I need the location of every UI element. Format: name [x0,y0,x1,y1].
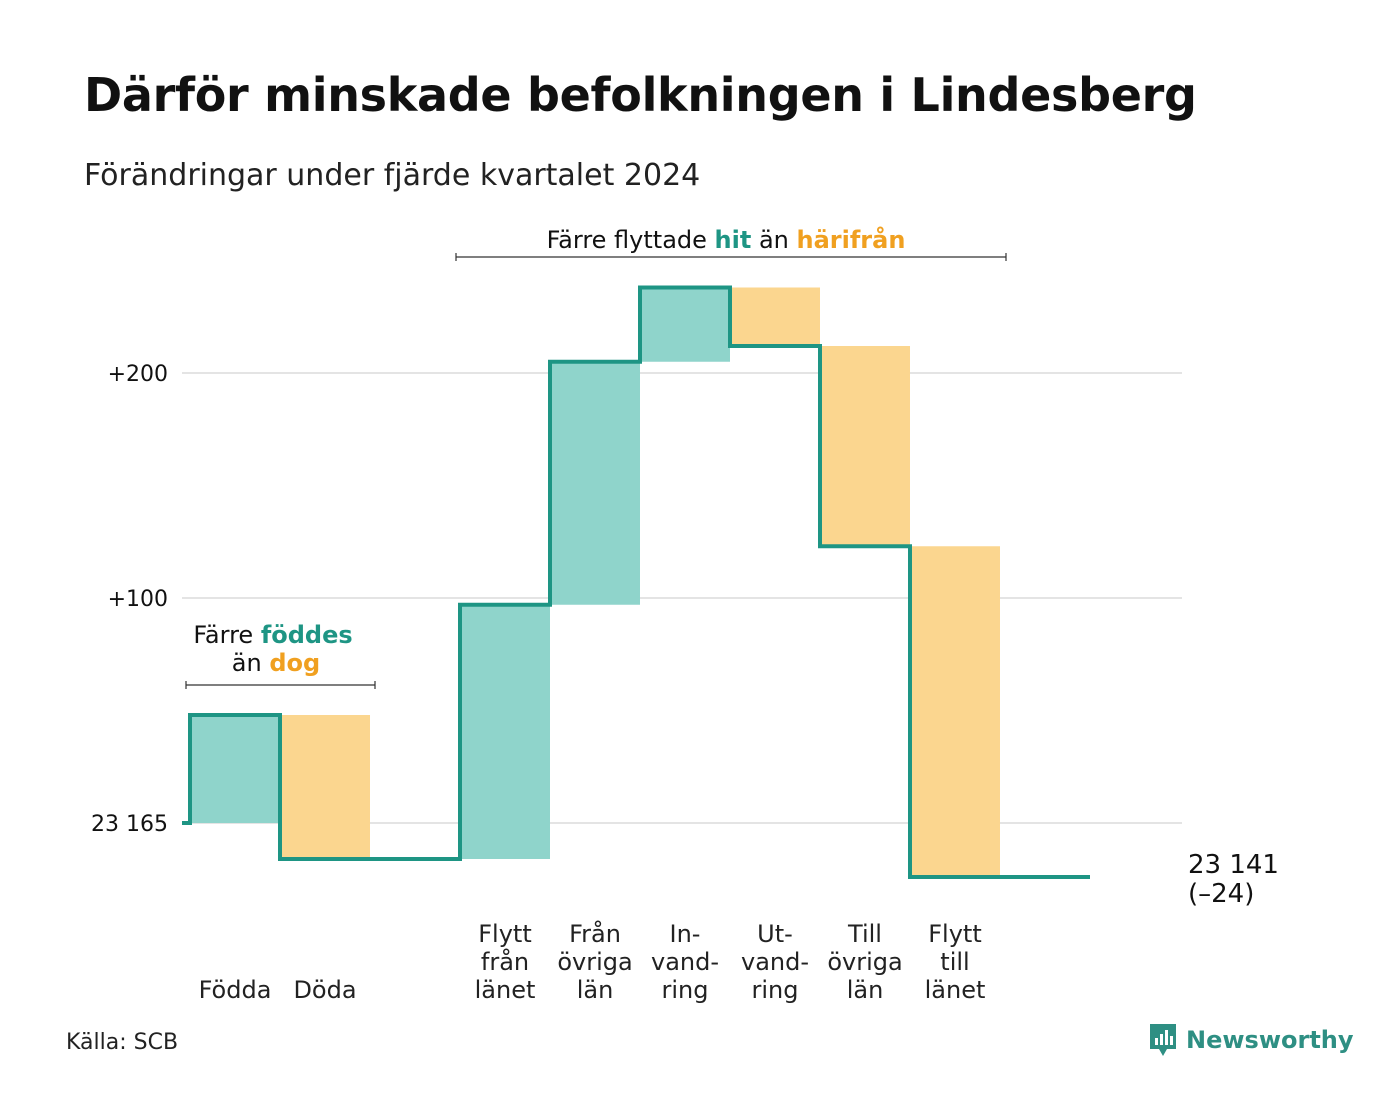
newsworthy-logo-text: Newsworthy [1186,1026,1354,1054]
category-label: övriga [827,948,902,976]
category-label: länet [925,976,986,1004]
end-change-label: (–24) [1188,879,1254,909]
waterfall-bar [820,346,910,547]
category-label: Födda [199,976,272,1004]
chart-title: Därför minskade befolkningen i Lindesber… [84,68,1197,122]
category-label: Flytt [478,920,532,948]
y-tick-label: +100 [108,587,168,612]
y-tick-label: 23 165 [91,812,168,837]
category-label: län [577,976,614,1004]
category-label: Flytt [928,920,982,948]
waterfall-bar [190,715,280,823]
category-label: till [940,948,969,976]
waterfall-bar [730,287,820,346]
category-label: län [847,976,884,1004]
end-value-label: 23 141 [1188,850,1279,880]
waterfall-bar [910,546,1000,877]
annotation-migration: Färre flyttade hit än härifrån [547,225,906,254]
newsworthy-logo: Newsworthy [1148,1022,1354,1058]
category-label: från [481,947,529,976]
category-label: ring [752,976,799,1004]
newsworthy-logo-icon [1150,1024,1176,1056]
category-label: Döda [293,976,356,1004]
category-label: Till [847,920,882,948]
annotation-births-line2: än dog [232,649,320,677]
waterfall-bar [280,715,370,859]
category-label: Från [569,919,621,948]
category-label: vand- [741,948,809,976]
waterfall-bar [640,287,730,362]
waterfall-bar [460,604,550,859]
category-label: länet [475,976,536,1004]
cumulative-step-line [182,285,1090,879]
category-label: övriga [557,948,632,976]
chart-subtitle: Förändringar under fjärde kvartalet 2024 [84,158,701,193]
y-tick-label: +200 [108,362,168,387]
source-note: Källa: SCB [66,1030,179,1055]
category-label: In- [670,920,701,948]
category-label: Ut- [757,920,793,948]
category-label: ring [662,976,709,1004]
waterfall-bar [550,361,640,605]
annotation-births-line1: Färre föddes [193,621,352,649]
category-label: vand- [651,948,719,976]
